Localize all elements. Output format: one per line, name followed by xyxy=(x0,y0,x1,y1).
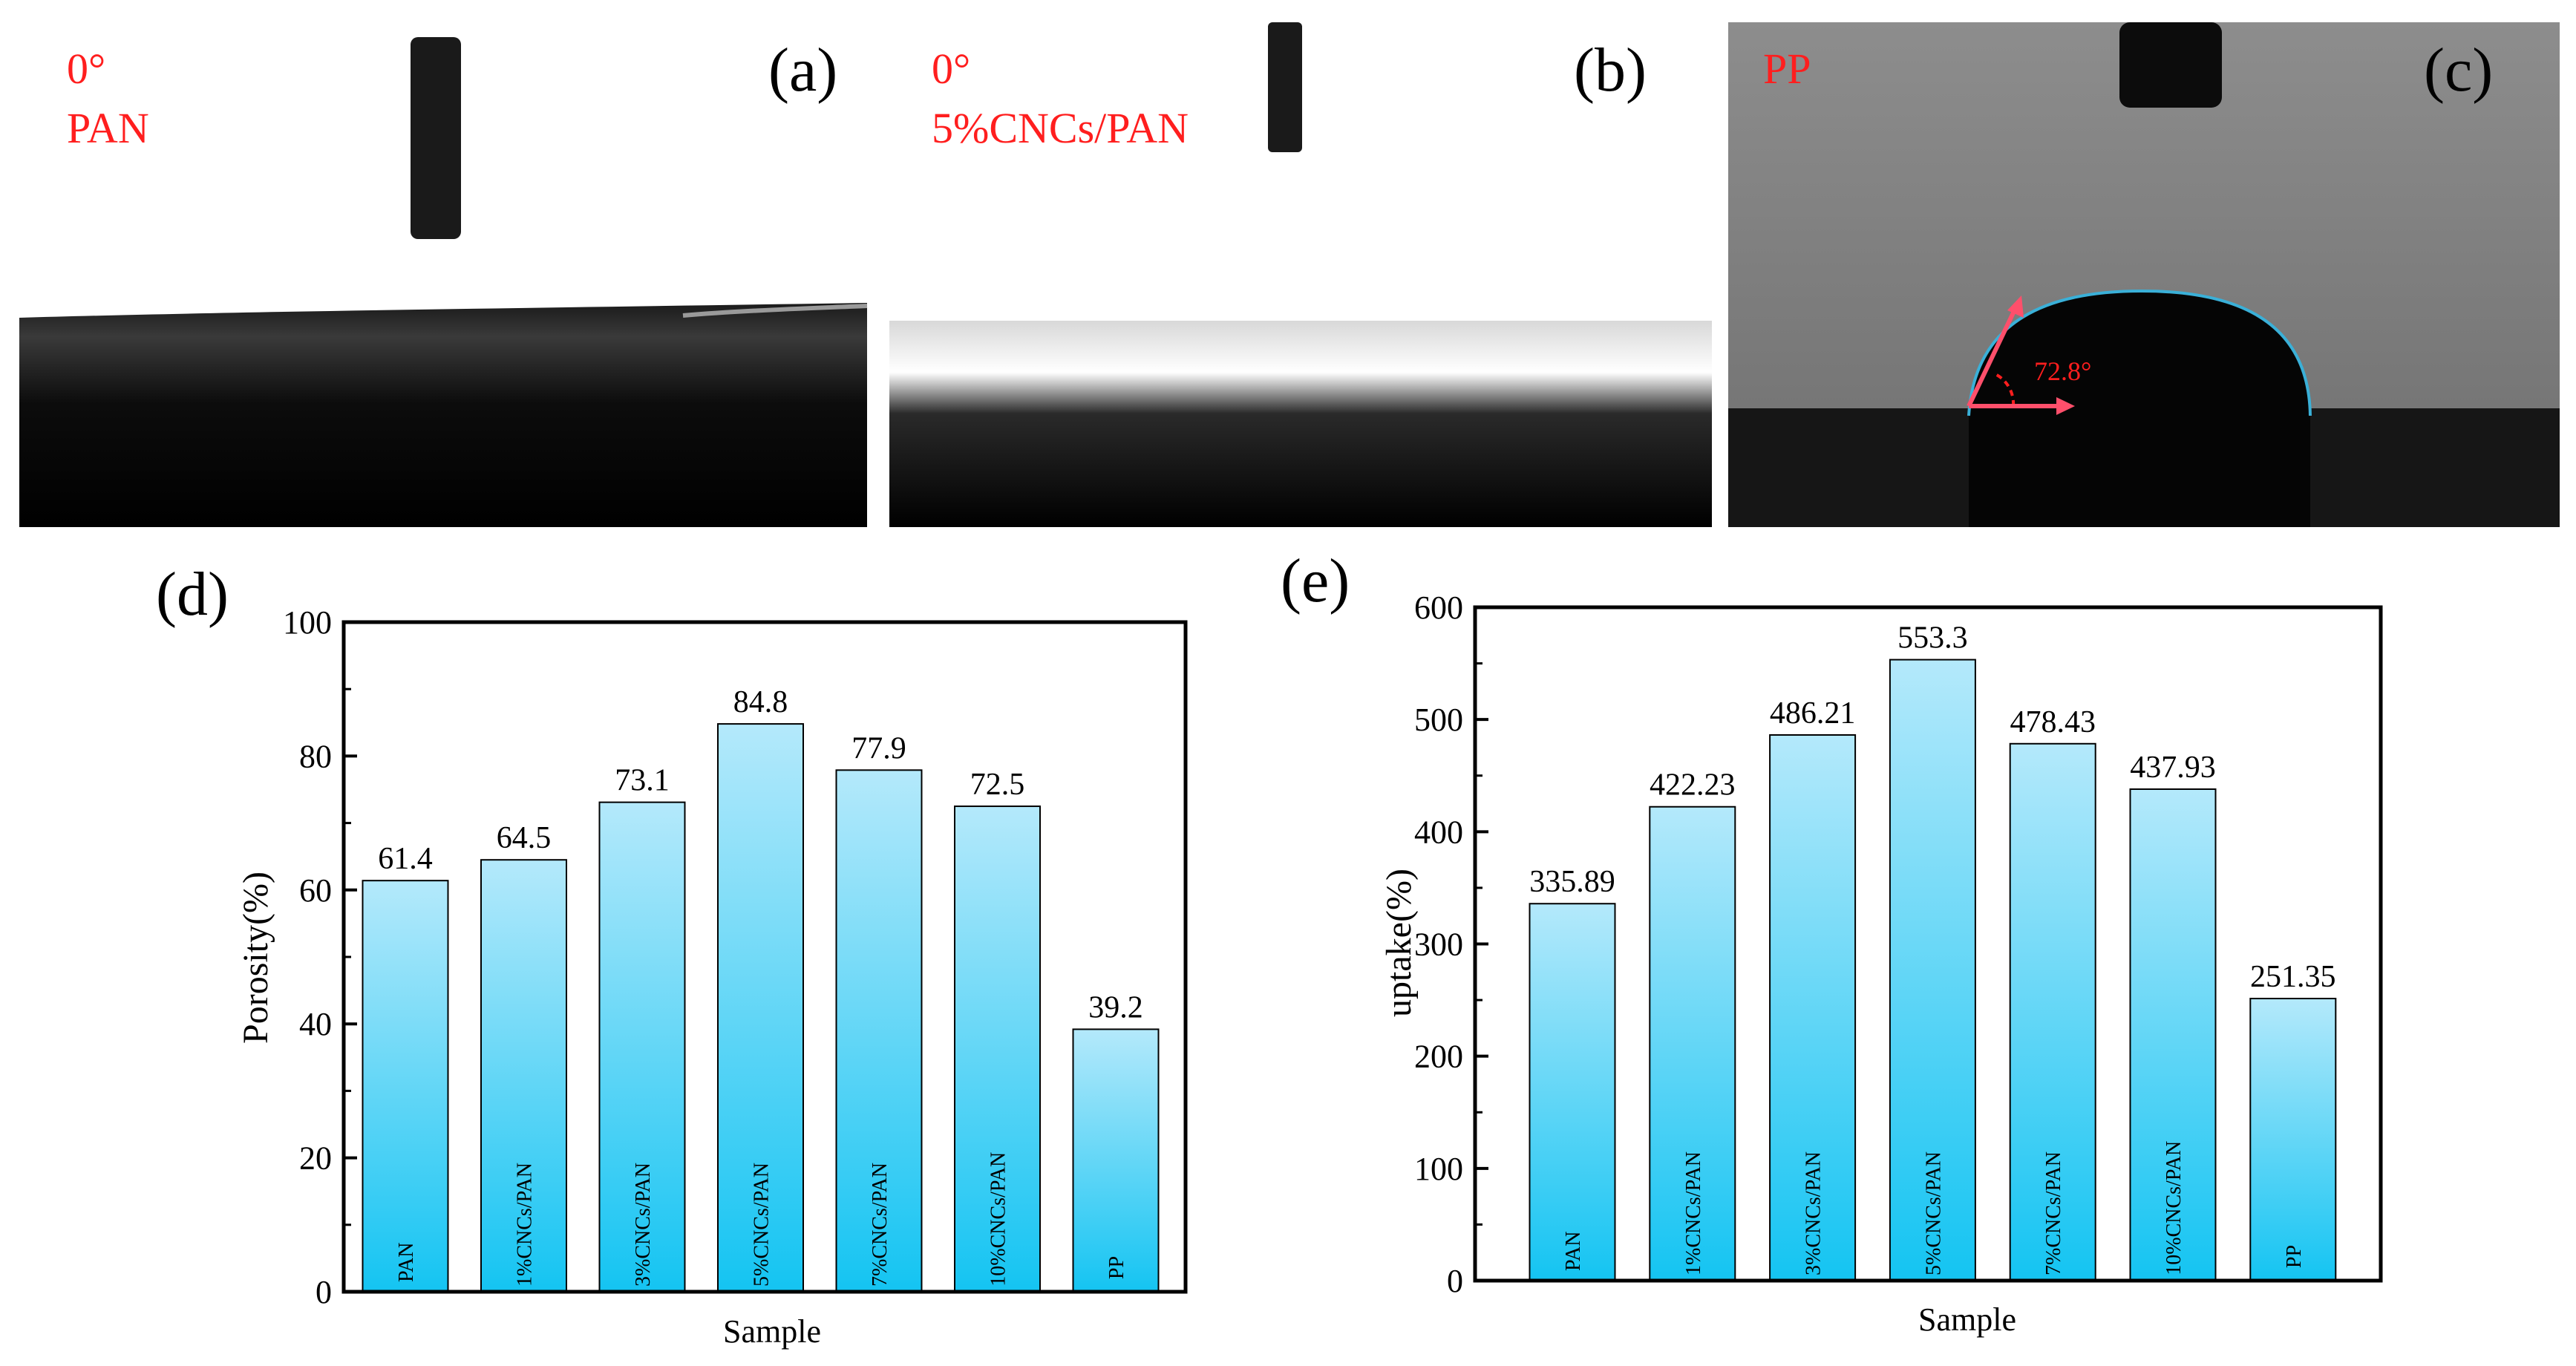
bar xyxy=(1072,1028,1160,1293)
photo-b-film xyxy=(889,321,1712,527)
bar xyxy=(835,769,923,1293)
bar xyxy=(598,801,686,1293)
bar xyxy=(1529,903,1616,1282)
bar xyxy=(2249,998,2337,1282)
chart-e-y-axis-label: uptake(%) xyxy=(1379,869,1419,1017)
photo-c-droplet-outline xyxy=(1967,289,2312,416)
photo-c-angle-arc xyxy=(1995,373,2016,407)
photo-a-material-text: PAN xyxy=(67,104,149,152)
photo-c-tangent-arrow xyxy=(1967,295,2024,408)
bar-value-label: 335.89 xyxy=(1529,865,1615,899)
y-tick-label: 500 xyxy=(1414,702,1463,738)
category-label: 1%CNCs/PAN xyxy=(1682,1151,1705,1275)
y-tick-label: 20 xyxy=(299,1140,332,1177)
category-label: PAN xyxy=(395,1243,418,1282)
y-tick-label: 80 xyxy=(299,738,332,774)
category-label: 7%CNCs/PAN xyxy=(2042,1151,2065,1275)
bar xyxy=(1769,734,1857,1281)
photo-c-needle xyxy=(2119,22,2222,108)
chart-e-x-axis-label: Sample xyxy=(1918,1301,2016,1338)
photo-panel-c: 72.8° PP (c) xyxy=(1728,22,2560,527)
category-label: 3%CNCs/PAN xyxy=(1802,1151,1825,1275)
bar-value-label: 251.35 xyxy=(2250,960,2336,994)
y-tick-label: 600 xyxy=(1414,589,1463,626)
photo-c-droplet xyxy=(1969,291,2310,527)
porosity-chart: (d) Porosity(%) Sample 61.4 PAN 64.5 1%CNCs… xyxy=(156,560,1188,1350)
chart-d-panel-label: (d) xyxy=(156,560,229,629)
y-tick-label: 0 xyxy=(316,1274,332,1310)
photo-c-material-text: PP xyxy=(1763,45,1811,93)
bar-value-label: 39.2 xyxy=(1088,990,1143,1024)
bar-value-label: 73.1 xyxy=(615,764,670,798)
photo-panel-b: 0° 5%CNCs/PAN (b) xyxy=(889,22,1712,527)
photo-a-angle-text: 0° xyxy=(67,45,105,93)
bar-value-label: 64.5 xyxy=(497,821,552,855)
bar-value-label: 478.43 xyxy=(2010,705,2096,739)
photo-b-angle-text: 0° xyxy=(932,45,970,93)
photo-c-baseline-arrow xyxy=(1969,397,2075,415)
y-tick-label: 0 xyxy=(1447,1263,1463,1299)
category-label: 5%CNCs/PAN xyxy=(751,1163,774,1287)
bar-value-label: 486.21 xyxy=(1770,696,1856,731)
chart-e-panel-label: (e) xyxy=(1281,546,1350,615)
bar-value-label: 437.93 xyxy=(2130,751,2216,785)
category-label: PAN xyxy=(1562,1232,1585,1271)
y-tick-label: 200 xyxy=(1414,1039,1463,1075)
category-label: 10%CNCs/PAN xyxy=(987,1152,1010,1287)
bar-value-label: 77.9 xyxy=(851,731,906,765)
category-label: 10%CNCs/PAN xyxy=(2163,1141,2186,1275)
photo-a-film-edge xyxy=(682,304,868,318)
chart-d-x-axis-label: Sample xyxy=(723,1313,821,1350)
y-tick-label: 300 xyxy=(1414,927,1463,963)
y-tick-label: 60 xyxy=(299,872,332,909)
y-tick-label: 400 xyxy=(1414,814,1463,850)
bar-value-label: 553.3 xyxy=(1897,621,1968,656)
chart-d-y-axis-label: Porosity(%) xyxy=(236,872,275,1044)
bar xyxy=(362,880,449,1293)
photo-a-film xyxy=(19,303,867,527)
category-label: PP xyxy=(2283,1245,2306,1268)
bar-value-label: 72.5 xyxy=(970,768,1025,802)
y-tick-label: 100 xyxy=(283,604,332,641)
category-label: 1%CNCs/PAN xyxy=(514,1163,537,1287)
bar xyxy=(1649,805,1736,1281)
photo-a-panel-label: (a) xyxy=(768,36,837,105)
bar-value-label: 422.23 xyxy=(1650,768,1736,803)
photo-panel-a: 0° PAN (a) xyxy=(19,22,868,527)
photo-b-panel-label: (b) xyxy=(1574,36,1647,105)
category-label: PP xyxy=(1105,1256,1128,1279)
y-tick-label: 40 xyxy=(299,1006,332,1042)
photo-b-material-text: 5%CNCs/PAN xyxy=(932,104,1189,152)
bar-value-label: 84.8 xyxy=(733,685,788,719)
photo-a-needle xyxy=(411,37,461,239)
photo-c-panel-label: (c) xyxy=(2424,36,2493,105)
photo-b-needle xyxy=(1268,22,1302,152)
category-label: 7%CNCs/PAN xyxy=(869,1163,892,1287)
category-label: 5%CNCs/PAN xyxy=(1922,1151,1945,1275)
y-tick-label: 100 xyxy=(1414,1151,1463,1187)
bar xyxy=(717,723,804,1293)
category-label: 3%CNCs/PAN xyxy=(632,1163,655,1287)
uptake-chart: (e) uptake(%) Sample 335.89 PAN 422.23 1%CN… xyxy=(1281,546,2383,1338)
bar xyxy=(480,859,567,1293)
photo-c-contact-angle-text: 72.8° xyxy=(2034,356,2091,386)
bar xyxy=(1889,659,1976,1281)
bar xyxy=(954,805,1041,1293)
bar-value-label: 61.4 xyxy=(378,842,433,876)
